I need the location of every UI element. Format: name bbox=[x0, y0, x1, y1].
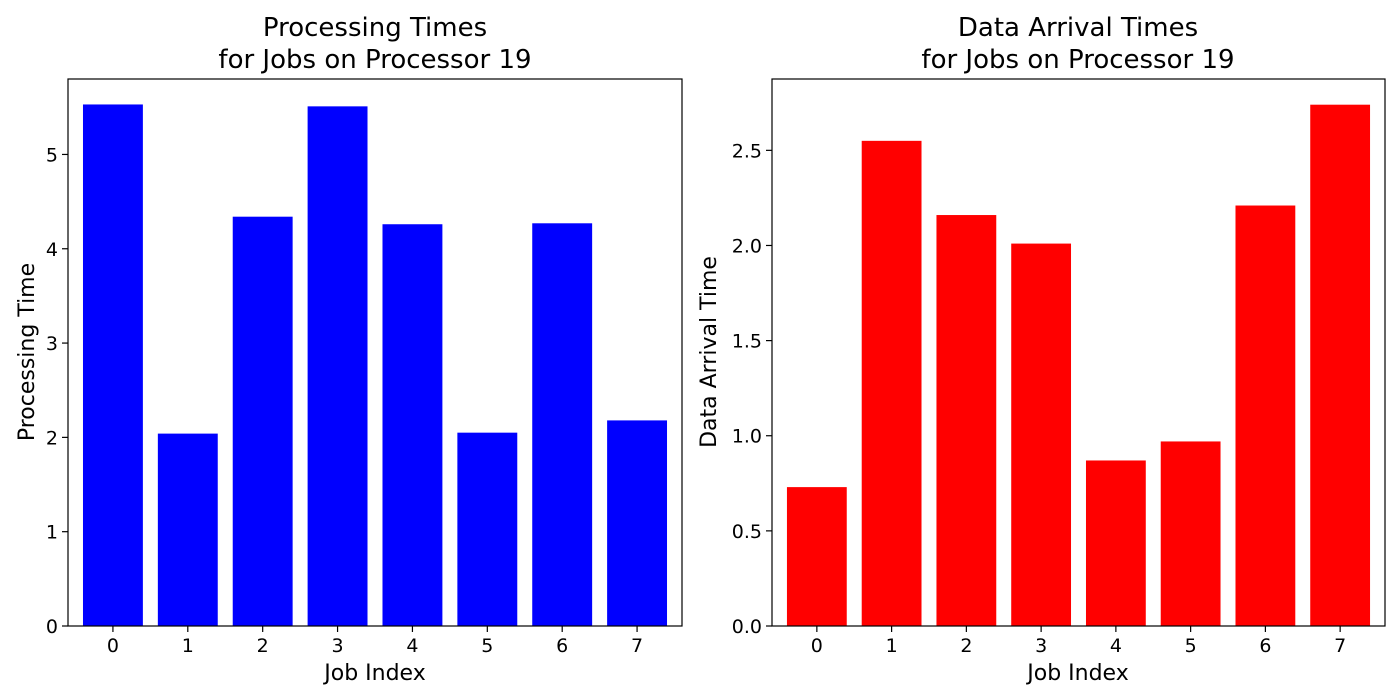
x-axis-label: Job Index bbox=[322, 661, 425, 686]
x-tick-label: 6 bbox=[556, 635, 568, 657]
bar-job-7 bbox=[1310, 104, 1371, 626]
x-tick-label: 2 bbox=[960, 635, 972, 657]
bar-job-1 bbox=[861, 140, 922, 626]
axis-ticks: 0 1 2 3 4 5 6 7 0.0 0.5 1.0 1.5 2.0 2.5 bbox=[732, 140, 1346, 657]
x-tick-label: 3 bbox=[1035, 635, 1047, 657]
bar-job-4 bbox=[1085, 460, 1146, 626]
plot-frame bbox=[771, 78, 1386, 627]
y-axis-label: Processing Time bbox=[15, 263, 40, 441]
x-tick-label: 7 bbox=[1334, 635, 1346, 657]
y-tick-label: 0 bbox=[46, 616, 58, 638]
y-tick-label: 5 bbox=[46, 144, 58, 166]
y-tick-label: 3 bbox=[46, 333, 58, 355]
y-tick-label: 0.0 bbox=[732, 616, 762, 638]
x-tick-label: 1 bbox=[182, 635, 194, 657]
x-tick-label: 6 bbox=[1259, 635, 1271, 657]
bar-job-3 bbox=[1011, 243, 1072, 626]
chart-title-line2: for Jobs on Processor 19 bbox=[218, 45, 531, 75]
axis-ticks: 0 1 2 3 4 5 6 7 0 1 2 3 4 5 bbox=[46, 144, 643, 657]
x-tick-label: 4 bbox=[1110, 635, 1122, 657]
bar-job-6 bbox=[532, 223, 593, 627]
y-tick-label: 2 bbox=[46, 427, 58, 449]
y-axis-label: Data Arrival Time bbox=[697, 256, 722, 448]
bar-job-4 bbox=[382, 224, 443, 627]
x-tick-label: 4 bbox=[406, 635, 418, 657]
bar-job-0 bbox=[786, 487, 847, 626]
x-tick-label: 1 bbox=[886, 635, 898, 657]
y-tick-label: 2.5 bbox=[732, 140, 762, 162]
data-arrival-times-chart: Data Arrival Times for Jobs on Processor… bbox=[697, 13, 1386, 686]
bar-job-2 bbox=[936, 215, 997, 627]
processing-times-chart: Processing Times for Jobs on Processor 1… bbox=[15, 13, 683, 686]
bar-job-6 bbox=[1235, 205, 1296, 626]
y-tick-label: 4 bbox=[46, 239, 58, 261]
chart-title-line2: for Jobs on Processor 19 bbox=[921, 45, 1234, 75]
bar-job-5 bbox=[1160, 441, 1221, 626]
bar-job-7 bbox=[607, 420, 668, 626]
y-tick-label: 0.5 bbox=[732, 521, 762, 543]
bar-job-1 bbox=[157, 433, 218, 626]
bar-job-0 bbox=[82, 104, 143, 626]
x-tick-label: 5 bbox=[481, 635, 493, 657]
chart-title-line1: Data Arrival Times bbox=[958, 13, 1198, 43]
x-tick-label: 0 bbox=[107, 635, 119, 657]
bars bbox=[82, 104, 668, 627]
y-tick-label: 1 bbox=[46, 522, 58, 544]
x-tick-label: 2 bbox=[257, 635, 269, 657]
plot-frame bbox=[67, 78, 683, 627]
x-axis-label: Job Index bbox=[1025, 661, 1128, 686]
bars bbox=[786, 104, 1371, 627]
x-tick-label: 3 bbox=[332, 635, 344, 657]
bar-job-3 bbox=[307, 106, 368, 627]
x-tick-label: 7 bbox=[631, 635, 643, 657]
bar-job-2 bbox=[232, 216, 293, 626]
x-tick-label: 5 bbox=[1185, 635, 1197, 657]
chart-title-line1: Processing Times bbox=[263, 13, 487, 43]
y-tick-label: 2.0 bbox=[732, 235, 762, 257]
y-tick-label: 1.0 bbox=[732, 426, 762, 448]
y-tick-label: 1.5 bbox=[732, 331, 762, 353]
bar-job-5 bbox=[457, 432, 518, 626]
x-tick-label: 0 bbox=[811, 635, 823, 657]
